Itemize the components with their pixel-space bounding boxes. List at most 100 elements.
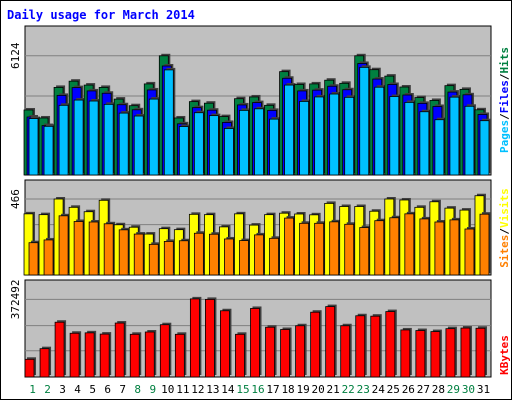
bar-pages-10 — [163, 69, 174, 176]
bar-kbytes-5 — [84, 332, 95, 378]
bar-pages-1 — [28, 118, 39, 176]
bar-kbytes-29 — [445, 328, 456, 378]
bar-kbytes-31 — [475, 327, 486, 378]
bar-kbytes-27 — [415, 330, 426, 378]
legend-entry: Pages — [498, 120, 511, 153]
bar-kbytes-6 — [99, 333, 110, 378]
legend-entry: / — [498, 113, 511, 120]
x-tick-label-9: 9 — [149, 383, 156, 396]
x-tick-label-11: 11 — [176, 383, 189, 396]
axis-max-label: 6124 — [9, 42, 22, 69]
bar-pages-13 — [209, 115, 219, 176]
bar-pages-18 — [284, 84, 294, 176]
x-tick-label-30: 30 — [462, 383, 475, 396]
legend-entry: Hits — [498, 47, 511, 74]
bar-pages-2 — [43, 125, 54, 176]
chart-title: Daily usage for March 2014 — [7, 8, 195, 22]
bar-pages-30 — [464, 105, 475, 176]
axis-max-label: 466 — [9, 189, 22, 209]
bar-kbytes-4 — [69, 332, 80, 378]
bar-sites-15 — [239, 240, 249, 276]
legend-entry: Files — [498, 80, 511, 113]
axis-max-label: 372492 — [9, 280, 22, 320]
bar-pages-17 — [269, 118, 279, 176]
bar-sites-23 — [359, 227, 370, 276]
bar-sites-21 — [329, 221, 340, 276]
bar-kbytes-23 — [355, 315, 366, 378]
bar-sites-5 — [88, 221, 99, 276]
bar-pages-8 — [133, 115, 144, 176]
bar-kbytes-12 — [189, 298, 200, 378]
bar-pages-29 — [449, 96, 460, 176]
x-tick-label-5: 5 — [89, 383, 96, 396]
bar-sites-20 — [314, 222, 325, 276]
bar-pages-22 — [344, 96, 355, 176]
bar-sites-30 — [464, 228, 475, 276]
bar-kbytes-20 — [310, 311, 321, 378]
x-tick-label-13: 13 — [206, 383, 219, 396]
panel-visitors: 466 Sites/Visits — [9, 179, 511, 276]
bar-sites-26 — [404, 213, 415, 276]
x-tick-label-31: 31 — [477, 383, 490, 396]
bar-pages-11 — [178, 126, 189, 176]
bar-sites-8 — [133, 233, 144, 276]
bar-sites-1 — [28, 242, 39, 276]
legend-entry: / — [498, 228, 511, 235]
x-tick-label-22: 22 — [342, 383, 355, 396]
x-tick-label-1: 1 — [29, 383, 36, 396]
x-tick-label-16: 16 — [251, 383, 264, 396]
bar-sites-10 — [163, 241, 174, 276]
bar-kbytes-14 — [220, 310, 230, 378]
bar-sites-28 — [434, 221, 445, 276]
x-tick-label-20: 20 — [312, 383, 325, 396]
legend-entry: Sites — [498, 235, 511, 268]
bar-sites-19 — [299, 222, 309, 276]
bar-kbytes-18 — [280, 329, 290, 378]
bar-pages-31 — [479, 120, 490, 176]
x-tick-label-10: 10 — [161, 383, 174, 396]
bar-pages-26 — [404, 101, 415, 176]
bar-pages-15 — [239, 109, 249, 176]
bars-kbytes — [24, 296, 487, 378]
bar-pages-23 — [359, 66, 370, 176]
bar-kbytes-26 — [400, 329, 411, 378]
bar-kbytes-17 — [265, 326, 275, 378]
x-tick-label-18: 18 — [281, 383, 294, 396]
x-tick-label-28: 28 — [432, 383, 445, 396]
x-tick-label-27: 27 — [417, 383, 430, 396]
bar-pages-7 — [118, 112, 129, 176]
x-tick-label-15: 15 — [236, 383, 249, 396]
bar-sites-12 — [193, 232, 204, 276]
bar-kbytes-1 — [24, 358, 35, 378]
bar-sites-7 — [118, 229, 129, 276]
bar-kbytes-7 — [114, 322, 125, 378]
bar-sites-9 — [148, 243, 159, 276]
bar-pages-25 — [389, 96, 400, 176]
bar-pages-16 — [254, 108, 264, 176]
bars-traffic — [23, 53, 491, 176]
x-tick-label-19: 19 — [296, 383, 309, 396]
x-tick-label-8: 8 — [134, 383, 141, 396]
bar-kbytes-19 — [295, 325, 305, 378]
x-tick-label-4: 4 — [74, 383, 81, 396]
legend-entry: / — [498, 73, 511, 80]
bar-sites-27 — [419, 218, 430, 276]
bar-sites-14 — [224, 238, 234, 276]
bar-sites-2 — [43, 239, 54, 276]
bar-pages-9 — [148, 98, 159, 176]
bar-sites-13 — [209, 233, 219, 276]
x-tick-label-17: 17 — [266, 383, 279, 396]
bar-pages-5 — [88, 100, 99, 176]
bar-sites-29 — [449, 219, 460, 276]
bar-kbytes-10 — [159, 324, 170, 378]
bar-pages-12 — [193, 112, 204, 176]
x-tick-label-29: 29 — [447, 383, 460, 396]
bar-pages-27 — [419, 111, 430, 176]
bar-sites-3 — [58, 215, 69, 276]
bar-sites-24 — [374, 220, 385, 276]
bar-pages-21 — [329, 93, 340, 176]
bar-kbytes-24 — [370, 315, 381, 378]
bar-pages-24 — [374, 86, 385, 176]
bar-pages-20 — [314, 96, 325, 176]
